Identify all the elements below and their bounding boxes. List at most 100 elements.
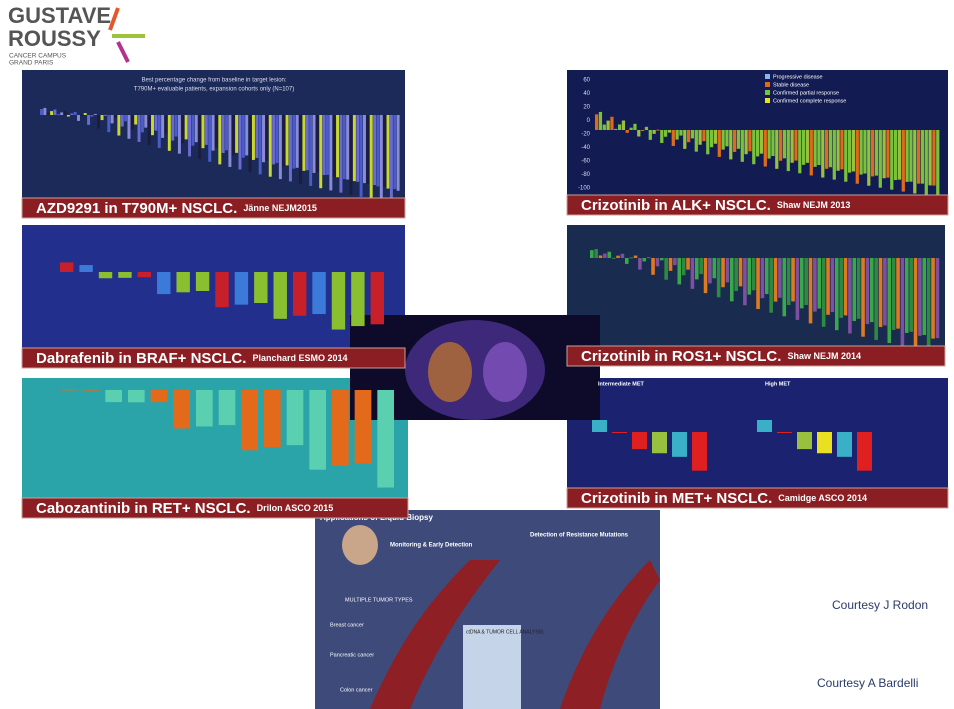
image-bar <box>140 115 144 133</box>
image-bar <box>817 258 822 309</box>
image-bar <box>134 115 138 125</box>
image-bar <box>836 130 840 171</box>
image-bar <box>870 258 874 323</box>
image-bar <box>379 115 383 202</box>
image-bar <box>886 130 890 178</box>
image-bar <box>346 115 350 180</box>
image-bar <box>362 115 366 184</box>
image-bar <box>56 114 60 116</box>
image-bar <box>214 115 218 148</box>
image-bar <box>137 272 152 278</box>
image-bar <box>852 258 857 322</box>
caption-box <box>21 347 406 369</box>
image-bar <box>288 115 292 182</box>
image-bar <box>176 272 190 293</box>
image-bar <box>177 115 181 154</box>
image-bar <box>905 130 909 182</box>
image-bar <box>295 115 299 168</box>
image-bar <box>620 253 625 258</box>
image-bar <box>683 130 687 149</box>
image-bar <box>633 123 637 130</box>
image-bar <box>713 130 718 144</box>
caption: Crizotinib in ROS1+ NSCLC. Shaw NEJM 2014 <box>581 348 861 365</box>
image-bar <box>248 115 252 172</box>
image-bar <box>896 258 900 329</box>
image-bar <box>699 258 703 275</box>
image-bar <box>747 258 752 295</box>
image-bar <box>797 432 812 450</box>
image-bar <box>712 258 717 279</box>
image-bar <box>231 115 235 156</box>
caption-box <box>566 194 949 216</box>
image-bar <box>610 116 614 130</box>
image-bar <box>752 130 756 165</box>
image-bar <box>208 115 212 162</box>
image-bar <box>771 130 775 157</box>
image-bar <box>60 262 74 272</box>
image-bar <box>264 390 281 448</box>
image-bar <box>800 258 804 309</box>
image-bar <box>607 251 612 258</box>
image-bar <box>373 115 377 186</box>
image-bar <box>87 115 91 125</box>
caption-reference: Planchard ESMO 2014 <box>252 353 347 363</box>
image-bar <box>147 115 151 146</box>
image-bar <box>225 115 229 151</box>
image-label: Colon cancer <box>340 687 373 693</box>
image-bar <box>826 258 830 315</box>
image-bar <box>813 130 817 167</box>
image-bar <box>60 112 64 115</box>
image-bar <box>602 124 606 130</box>
image-bar <box>698 130 702 145</box>
image-bar <box>672 432 687 457</box>
image-bar <box>878 130 882 188</box>
image-bar <box>861 258 865 337</box>
image-bar <box>396 115 400 191</box>
image-bar <box>844 130 848 182</box>
image-bar <box>637 130 641 137</box>
image-bar <box>312 272 326 315</box>
image-bar <box>594 249 598 258</box>
image-heading: Detection of Resistance Mutations <box>530 533 629 539</box>
image-bar <box>198 115 202 160</box>
image-bar <box>790 130 794 163</box>
image-label: Pancreatic cancer <box>330 652 374 658</box>
image-bar <box>595 114 599 130</box>
caption-reference: Camidge ASCO 2014 <box>778 493 867 503</box>
y-tick-label: -60 <box>581 159 590 165</box>
image-bar <box>706 130 710 155</box>
caption-reference: Shaw NEJM 2014 <box>787 351 861 361</box>
image-bar <box>794 130 798 161</box>
image-bar <box>359 115 363 197</box>
panel-image <box>567 378 948 488</box>
image-bar <box>629 257 633 259</box>
image-bar <box>377 390 394 488</box>
image-bar <box>196 390 213 427</box>
image-bar <box>686 258 690 270</box>
image-bar <box>241 115 245 158</box>
image-bar <box>932 130 936 186</box>
image-bar <box>254 272 268 304</box>
image-bar <box>743 258 747 306</box>
image-bar <box>105 390 122 403</box>
image-bar <box>867 130 871 186</box>
image-bar <box>258 115 262 175</box>
image-bar <box>677 258 682 285</box>
image-bar <box>292 272 307 316</box>
panel-title: Best percentage change from baseline in … <box>141 78 286 84</box>
image-bar <box>204 115 208 145</box>
image-bar <box>839 258 843 318</box>
image-bar <box>151 115 154 136</box>
anatomy-image <box>483 342 527 402</box>
image-bar <box>817 130 821 166</box>
image-bar <box>901 130 905 192</box>
image-bar <box>786 258 791 306</box>
caption-box <box>566 345 946 367</box>
image-bar <box>332 115 336 178</box>
image-bar <box>201 115 205 149</box>
image-bar <box>808 258 813 324</box>
image-bar <box>644 126 649 130</box>
image-bar <box>897 130 902 180</box>
image-bar <box>79 265 93 272</box>
image-bar <box>681 258 686 276</box>
